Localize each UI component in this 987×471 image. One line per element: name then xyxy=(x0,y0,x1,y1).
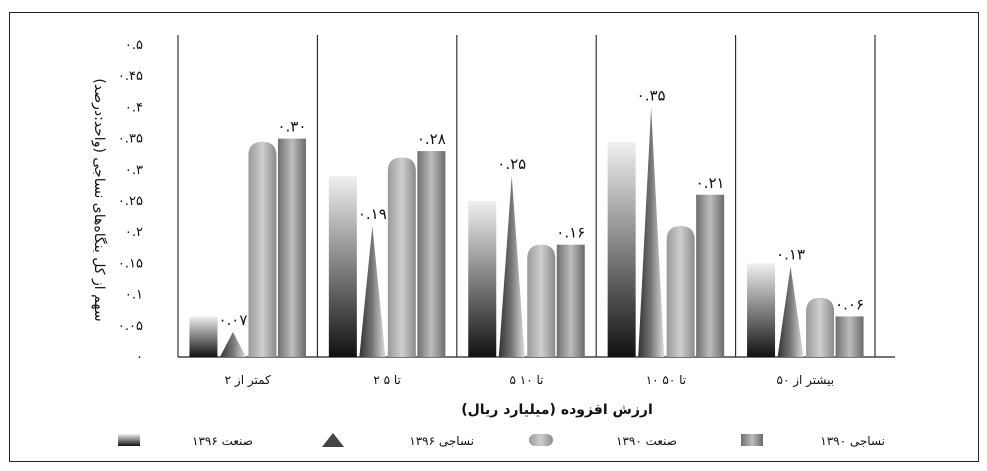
y-axis-ticks: ۰.۵ ۰.۴۵ ۰.۴ ۰.۳۵ ۰.۳ ۰.۲۵ ۰.۲ ۰.۱۵ ۰.۱ ۰.۰۵ ۰ xyxy=(118,38,143,365)
y-tick-label: ۰.۱ xyxy=(125,288,143,303)
y-axis-title: سهم از کل بنگاه‌های نساجی (واحد:درصد) xyxy=(91,78,108,321)
data-label: ۰.۲۱ xyxy=(696,174,725,192)
legend-label: نساجی ۱۳۹۰ xyxy=(820,434,885,448)
triangle-textile-1396 xyxy=(777,266,804,357)
bars-layer xyxy=(189,107,864,358)
legend-marker-industry-1390 xyxy=(529,434,553,446)
bar-textile-1390 xyxy=(417,151,446,357)
legend-label: صنعت ۱۳۹۶ xyxy=(192,434,253,448)
data-label: ۰.۱۶ xyxy=(556,224,585,242)
legend-marker-textile-1396 xyxy=(322,433,344,447)
bar-industry-1390 xyxy=(666,225,695,357)
y-tick-label: ۰.۲۵ xyxy=(118,194,143,209)
bar-industry-1390 xyxy=(387,157,416,357)
x-category-label: ۵ تا ۱۰ xyxy=(510,373,544,387)
bar-industry-1396 xyxy=(328,176,357,357)
bar-industry-1390 xyxy=(248,141,277,357)
bar-industry-1390 xyxy=(527,244,556,357)
triangle-textile-1396 xyxy=(498,176,525,357)
bar-industry-1390 xyxy=(806,297,835,357)
bar-industry-1396 xyxy=(747,263,776,357)
labels-layer: ۰.۰۷ ۰.۳۰ ۰.۱۹ ۰.۲۸ ۰.۲۵ ۰.۱۶ ۰.۳۵ ۰.۲۱ ۰.۱۳ ۰.۰۶ xyxy=(218,86,864,329)
y-tick-label: ۰.۳ xyxy=(125,163,143,178)
legend-label: نساجی ۱۳۹۶ xyxy=(409,434,474,448)
y-tick-label: ۰.۵ xyxy=(125,38,143,53)
bar-textile-1390 xyxy=(277,138,306,357)
y-tick-label: ۰ xyxy=(136,350,143,365)
y-tick-label: ۰.۳۵ xyxy=(118,132,143,147)
bar-textile-1390 xyxy=(696,194,725,357)
x-axis-title: ارزش افزوده (میلیارد ریال) xyxy=(461,402,653,418)
bar-textile-1390 xyxy=(835,316,864,357)
y-tick-label: ۰.۱۵ xyxy=(118,256,143,271)
data-label: ۰.۲۸ xyxy=(417,130,446,148)
y-tick-label: ۰.۴۵ xyxy=(118,69,143,84)
data-label: ۰.۰۷ xyxy=(218,311,247,329)
triangle-textile-1396 xyxy=(638,107,665,358)
data-label: ۰.۱۳ xyxy=(776,246,805,264)
data-label: ۰.۲۵ xyxy=(497,155,526,173)
legend-marker-industry-1396 xyxy=(118,434,140,446)
x-category-label: ۲ تا ۵ xyxy=(373,373,401,387)
x-category-label: بیشتر از ۵۰ xyxy=(777,373,835,388)
data-label: ۰.۳۵ xyxy=(637,86,666,104)
legend-label: صنعت ۱۳۹۰ xyxy=(616,434,677,448)
y-tick-label: ۰.۴ xyxy=(125,100,143,115)
data-label: ۰.۳۰ xyxy=(277,118,306,136)
triangle-textile-1396 xyxy=(359,225,386,357)
bar-industry-1396 xyxy=(607,141,636,357)
data-label: ۰.۱۹ xyxy=(358,205,387,223)
y-tick-label: ۰.۲ xyxy=(125,225,143,240)
x-axis-categories: کمتر از ۲ ۲ تا ۵ ۵ تا ۱۰ ۱۰ تا ۵۰ بیشتر از ۵… xyxy=(225,373,834,388)
bar-industry-1396 xyxy=(189,316,218,357)
x-category-label: ۱۰ تا ۵۰ xyxy=(646,373,686,387)
bar-industry-1396 xyxy=(468,201,497,357)
triangle-textile-1396 xyxy=(219,332,246,357)
legend-marker-textile-1390 xyxy=(741,434,763,446)
x-category-label: کمتر از ۲ xyxy=(225,373,271,388)
legend: صنعت ۱۳۹۶ نساجی ۱۳۹۶ صنعت ۱۳۹۰ نساجی ۱۳۹۰ xyxy=(118,433,885,448)
bar-textile-1390 xyxy=(556,244,585,357)
y-tick-label: ۰.۰۵ xyxy=(118,319,143,334)
data-label: ۰.۰۶ xyxy=(835,295,864,313)
